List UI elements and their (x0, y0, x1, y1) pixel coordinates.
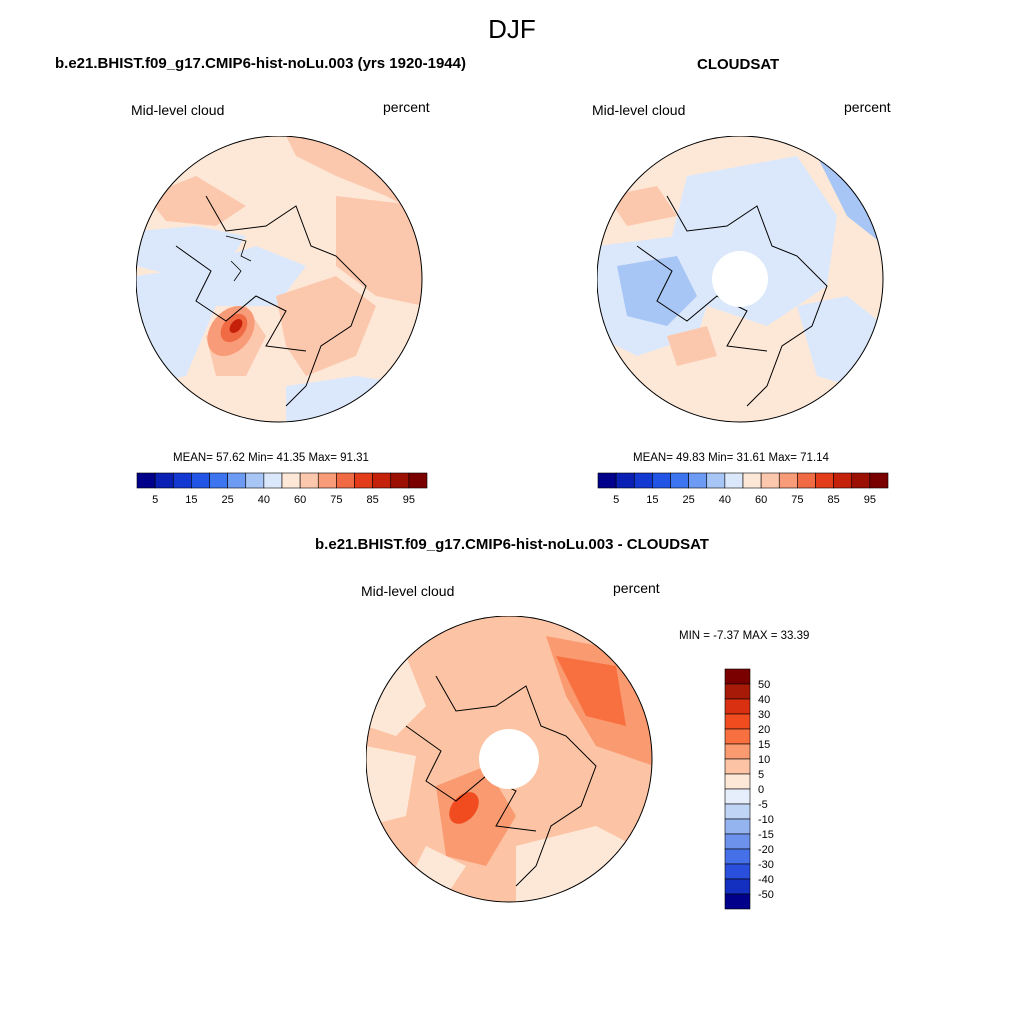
colorbar-3-cell (724, 863, 751, 880)
map-2 (597, 136, 884, 423)
colorbar-3-cell (724, 848, 751, 865)
colorbar-1-cell (390, 472, 410, 489)
colorbar-1-tick-label: 40 (258, 494, 270, 506)
colorbar-3-tick-label: -30 (758, 859, 774, 871)
colorbar-1-tick-label: 75 (330, 494, 342, 506)
colorbar-1-cell (408, 472, 428, 489)
panel-2-title: CLOUDSAT (697, 56, 780, 73)
colorbar-3-cell (724, 713, 751, 730)
colorbar-1-tick-label: 15 (185, 494, 197, 506)
colorbar-2-cell (851, 472, 871, 489)
colorbar-3-cell (724, 698, 751, 715)
colorbar-3-tick-label: -5 (758, 799, 768, 811)
colorbar-2-cell (815, 472, 834, 489)
colorbar-1-cell (317, 472, 337, 489)
colorbar-2-cell (633, 472, 653, 489)
panel-2-variable-label: Mid-level cloud (592, 102, 686, 118)
colorbar-2-cell (869, 472, 889, 489)
colorbar-1-cell (281, 472, 301, 489)
colorbar-1-cell (336, 472, 355, 489)
colorbar-3-tick-label: 50 (758, 679, 770, 691)
colorbar-3-cell (724, 728, 751, 745)
panel-1-units-label: percent (383, 99, 430, 115)
colorbar-2-tick-label: 85 (828, 494, 840, 506)
colorbar-1-cell (263, 472, 283, 489)
colorbar-3-cell (724, 878, 751, 895)
colorbar-1-cell (172, 472, 192, 489)
panel-3-units-label: percent (613, 580, 660, 596)
colorbar-3-tick-label: 30 (758, 709, 770, 721)
colorbar-3-cell (724, 683, 751, 700)
colorbar-1-cell (227, 472, 247, 489)
colorbar-3-tick-label: -10 (758, 814, 774, 826)
colorbar-3-cell (724, 743, 751, 760)
colorbar-3-tick-label: -40 (758, 874, 774, 886)
colorbar-1-tick-label: 5 (152, 494, 158, 506)
colorbar-1-cell (354, 472, 373, 489)
colorbar-2-tick-label: 25 (683, 494, 695, 506)
panel-2-stats: MEAN= 49.83 Min= 31.61 Max= 71.14 (633, 452, 829, 464)
figure-title: DJF (488, 14, 536, 44)
colorbar-1-tick-label: 95 (403, 494, 415, 506)
panel-1-variable-label: Mid-level cloud (131, 102, 225, 118)
panel-3-title: b.e21.BHIST.f09_g17.CMIP6-hist-noLu.003 … (315, 536, 709, 553)
colorbar-2: 5 15 25 40 60 75 85 95 (597, 472, 889, 506)
colorbar-3-cell (724, 803, 751, 820)
colorbar-1-cell (154, 472, 174, 489)
panel-2-units-label: percent (844, 99, 891, 115)
panel-1-title: b.e21.BHIST.f09_g17.CMIP6-hist-noLu.003 … (55, 55, 466, 72)
colorbar-3-cell (724, 818, 751, 835)
colorbar-1-cell (245, 472, 265, 489)
colorbar-3-cell (724, 773, 751, 790)
colorbar-1-cell (372, 472, 392, 489)
colorbar-2-cell (706, 472, 726, 489)
colorbar-3-tick-label: 10 (758, 754, 770, 766)
colorbar-2-cell (688, 472, 708, 489)
colorbar-2-cell (778, 472, 798, 489)
colorbar-1-cell (136, 472, 156, 489)
colorbar-2-cell (652, 472, 671, 489)
colorbar-1-tick-label: 25 (222, 494, 234, 506)
colorbar-2-cell (797, 472, 816, 489)
colorbar-2-cell (670, 472, 689, 489)
colorbar-2-tick-label: 40 (719, 494, 731, 506)
colorbar-2-tick-label: 75 (791, 494, 803, 506)
colorbar-3-tick-label: -50 (758, 889, 774, 901)
colorbar-2-cell (724, 472, 744, 489)
colorbar-3-cell (724, 788, 751, 805)
colorbar-2-cell (833, 472, 853, 489)
panel-1-stats: MEAN= 57.62 Min= 41.35 Max= 91.31 (173, 452, 369, 464)
colorbar-1-tick-label: 60 (294, 494, 306, 506)
colorbar-1-cell (191, 472, 210, 489)
colorbar-3-tick-label: 0 (758, 784, 764, 796)
colorbar-2-tick-label: 95 (864, 494, 876, 506)
colorbar-1-cell (299, 472, 319, 489)
colorbar-3-tick-label: -20 (758, 844, 774, 856)
colorbar-2-cell (615, 472, 635, 489)
colorbar-3-tick-label: -15 (758, 829, 774, 841)
colorbar-2-tick-label: 15 (646, 494, 658, 506)
colorbar-3-tick-label: 15 (758, 739, 770, 751)
colorbar-3-cell (724, 758, 751, 775)
colorbar-2-tick-label: 60 (755, 494, 767, 506)
map-1 (136, 136, 423, 423)
colorbar-1-tick-label: 85 (367, 494, 379, 506)
colorbar-1-cell (209, 472, 228, 489)
colorbar-3-tick-label: 5 (758, 769, 764, 781)
colorbar-3-cell (724, 893, 751, 910)
colorbar-3-cell (724, 833, 751, 850)
panel-3-stats: MIN = -7.37 MAX = 33.39 (679, 630, 810, 642)
map-3 (366, 616, 653, 903)
colorbar-3-tick-label: 40 (758, 694, 770, 706)
colorbar-3-tick-label: 20 (758, 724, 770, 736)
panel-3-variable-label: Mid-level cloud (361, 583, 455, 599)
colorbar-2-cell (597, 472, 617, 489)
colorbar-2-tick-label: 5 (613, 494, 619, 506)
colorbar-2-cell (742, 472, 762, 489)
colorbar-1: 5 15 25 40 60 75 85 95 (136, 472, 428, 506)
colorbar-3-cell (724, 668, 751, 685)
colorbar-2-cell (760, 472, 780, 489)
